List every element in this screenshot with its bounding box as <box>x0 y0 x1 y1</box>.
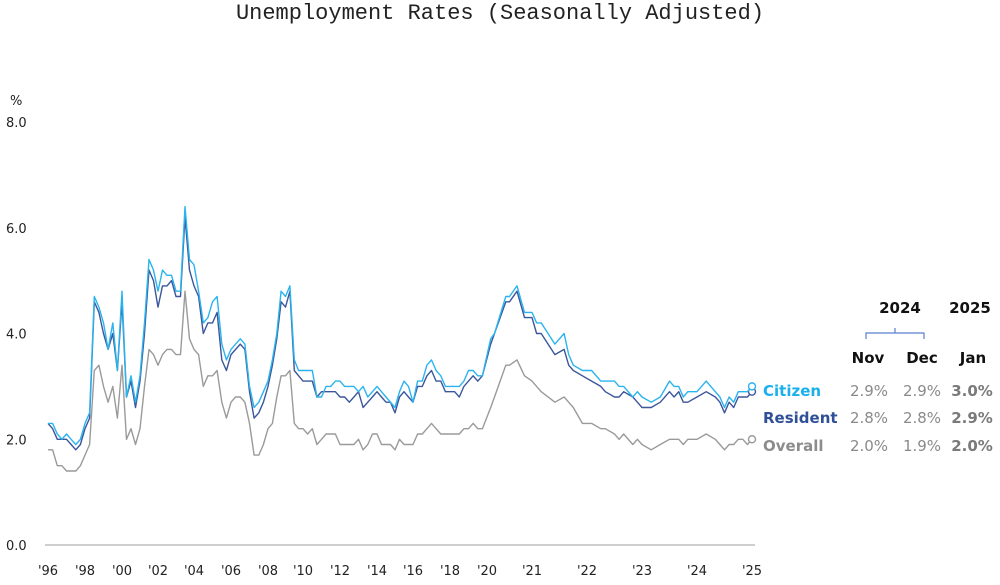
x-tick-label: '20 <box>477 564 497 579</box>
legend-resident: Resident <box>763 409 838 427</box>
x-tick-label: '08 <box>258 564 278 579</box>
x-tick-label: '06 <box>221 564 241 579</box>
x-tick-label: '96 <box>38 564 58 579</box>
x-tick-label: '18 <box>440 564 460 579</box>
y-tick-label: 0.0 <box>6 539 27 554</box>
month-header-nov: Nov <box>851 349 885 367</box>
series-line-resident <box>47 216 753 451</box>
year-header-2024: 2024 <box>879 299 921 317</box>
x-tick-label: '24 <box>687 564 707 579</box>
resident-dec: 2.8% <box>902 409 942 427</box>
x-tick-label: '23 <box>632 564 652 579</box>
chart-title: Unemployment Rates (Seasonally Adjusted) <box>235 1 765 26</box>
end-marker-citizen <box>747 382 757 391</box>
legend-citizen: Citizen <box>763 382 822 400</box>
x-tick-label: '12 <box>330 564 350 579</box>
series-line-citizen <box>48 205 753 446</box>
x-tick-label: '98 <box>75 564 95 579</box>
x-tick-label: '22 <box>577 564 597 579</box>
overall-jan: 2.0% <box>951 437 993 455</box>
month-header-dec: Dec <box>906 349 938 367</box>
legend-overall: Overall <box>763 437 824 455</box>
y-tick-label: 4.0 <box>6 328 27 343</box>
overall-nov: 2.0% <box>849 437 889 455</box>
citizen-nov: 2.9% <box>849 382 889 400</box>
x-tick-label: '04 <box>184 564 204 579</box>
x-tick-label: '14 <box>367 564 387 579</box>
resident-nov: 2.8% <box>849 409 889 427</box>
year-bracket <box>865 328 925 339</box>
y-tick-label: 2.0 <box>6 433 27 448</box>
y-tick-label: 6.0 <box>6 222 27 237</box>
month-header-jan: Jan <box>959 349 987 367</box>
year-header-2025: 2025 <box>949 299 991 317</box>
citizen-jan: 3.0% <box>951 382 993 400</box>
citizen-dec: 2.9% <box>902 382 942 400</box>
y-axis-unit: % <box>10 94 22 109</box>
end-marker-overall <box>747 435 757 444</box>
y-tick-label: 8.0 <box>6 116 27 131</box>
x-tick-label: '25 <box>742 564 762 579</box>
resident-jan: 2.9% <box>951 409 993 427</box>
overall-dec: 1.9% <box>902 437 942 455</box>
x-tick-label: '10 <box>293 564 313 579</box>
x-tick-label: '02 <box>148 564 168 579</box>
series-line-overall <box>48 290 753 472</box>
x-tick-label: '16 <box>403 564 423 579</box>
x-tick-label: '00 <box>112 564 132 579</box>
x-tick-label: '21 <box>522 564 542 579</box>
